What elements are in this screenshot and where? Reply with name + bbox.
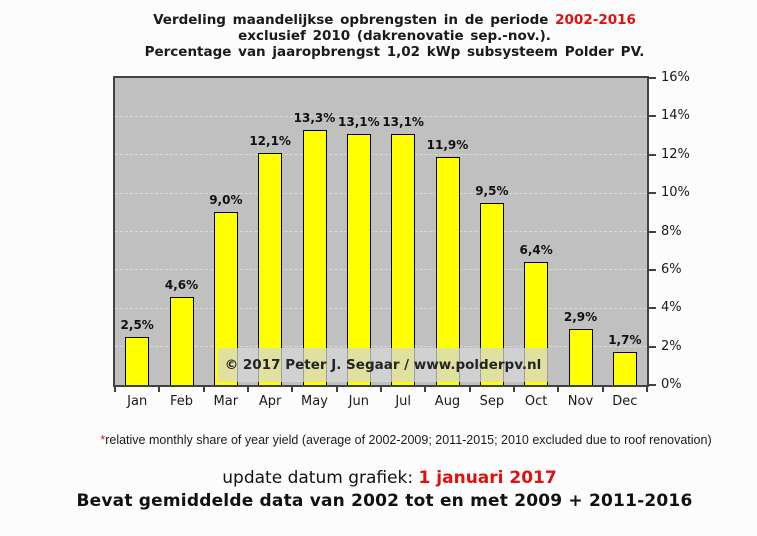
x-axis-label: Feb [169, 394, 193, 409]
y-axis-tick [649, 192, 656, 195]
gridline [115, 115, 647, 117]
chart-title-line1-text: Verdeling maandelijkse opbrengsten in de… [153, 12, 549, 28]
x-axis-tick [646, 387, 648, 392]
y-axis-label: 2% [661, 338, 682, 354]
x-axis-tick [380, 387, 382, 392]
x-axis-label: Jul [395, 394, 411, 409]
x-axis-tick [335, 387, 338, 392]
plot-area: © 2017 Peter J. Segaar / www.polderpv.nl… [113, 76, 649, 387]
x-axis-tick [557, 387, 560, 392]
data-range-line: Bevat gemiddelde data van 2002 tot en me… [76, 491, 693, 511]
bar [568, 329, 593, 385]
bar [346, 134, 371, 385]
y-axis-label: 10% [661, 185, 690, 201]
x-axis-label: Dec [612, 394, 638, 409]
bar-value-label: 9,5% [475, 184, 509, 198]
bar [302, 130, 327, 385]
x-axis-label: Aug [434, 394, 461, 409]
gridline [115, 346, 647, 348]
gridline [115, 192, 647, 194]
x-axis-tick [424, 387, 427, 392]
chart-title-line3: Percentage van jaaropbrengst 1,02 kWp su… [144, 44, 645, 60]
bar-value-label: 13,1% [382, 115, 424, 129]
y-axis-label: 0% [661, 377, 682, 392]
y-axis-label: 4% [661, 300, 682, 316]
y-axis-tick [649, 77, 656, 79]
x-axis-tick [202, 387, 205, 392]
watermark: © 2017 Peter J. Segaar / www.polderpv.nl [218, 348, 548, 382]
gridline [115, 307, 647, 309]
bar-value-label: 2,5% [120, 318, 154, 332]
update-date-line: update datum grafiek: 1 januari 2017 [22, 468, 757, 488]
x-axis-label: Nov [567, 394, 594, 409]
y-axis-label: 12% [661, 146, 690, 162]
bar-value-label: 13,1% [338, 115, 380, 129]
bar-value-label: 1,7% [608, 333, 642, 347]
y-axis-tick [649, 384, 656, 386]
y-axis-label: 14% [661, 108, 690, 124]
y-axis-label: 6% [661, 261, 682, 277]
gridline [115, 231, 647, 232]
gridline [115, 269, 647, 271]
bar [125, 337, 150, 385]
bar [169, 297, 194, 385]
x-axis-label: May [301, 394, 328, 409]
x-axis-tick [158, 387, 161, 392]
bar-value-label: 11,9% [426, 138, 469, 152]
x-axis-tick [513, 387, 515, 392]
x-axis-label: Jan [127, 394, 148, 409]
chart-title-line2: exclusief 2010 (dakrenovatie sep.-nov.). [238, 28, 551, 44]
chart-title-period: 2002-2016 [555, 12, 636, 28]
bar-value-label: 13,3% [293, 111, 336, 125]
x-axis-label: Oct [524, 394, 548, 409]
x-axis-tick [468, 387, 471, 392]
x-axis-label: Apr [258, 394, 282, 409]
x-axis-label: Mar [213, 394, 239, 409]
footnote-text: relative monthly share of year yield (av… [105, 433, 712, 447]
y-axis-tick [649, 230, 656, 233]
x-axis-tick [601, 387, 604, 392]
chart-title: Verdeling maandelijkse opbrengsten in de… [40, 12, 749, 60]
bar-value-label: 6,4% [519, 243, 553, 257]
y-axis-tick [649, 345, 656, 348]
bar [612, 352, 637, 385]
y-axis-tick [649, 115, 656, 118]
footnote-asterisk: * [100, 433, 106, 447]
x-axis-label: Jun [348, 394, 369, 409]
x-axis-tick [114, 387, 116, 392]
bar-value-label: 4,6% [164, 278, 199, 292]
x-axis-label: Sep [479, 394, 505, 409]
bar [391, 134, 416, 385]
bar [258, 153, 283, 385]
bar [435, 157, 460, 385]
y-axis-tick [649, 153, 656, 156]
y-axis-label: 16% [661, 70, 690, 85]
gridline [115, 154, 647, 156]
bar-value-label: 12,1% [249, 134, 291, 148]
y-axis-tick [649, 307, 656, 310]
x-axis-tick [247, 387, 249, 392]
x-axis-tick [291, 387, 294, 392]
y-axis-label: 8% [661, 223, 682, 239]
update-date-value: 1 januari 2017 [418, 468, 557, 488]
bar-value-label: 2,9% [563, 310, 598, 324]
update-date-label: update datum grafiek: [222, 468, 414, 488]
footnote: *relative monthly share of year yield (a… [55, 433, 757, 447]
y-axis-tick [649, 268, 656, 271]
chart-title-line1: Verdeling maandelijkse opbrengsten in de… [40, 12, 749, 28]
bar-value-label: 9,0% [209, 193, 243, 207]
